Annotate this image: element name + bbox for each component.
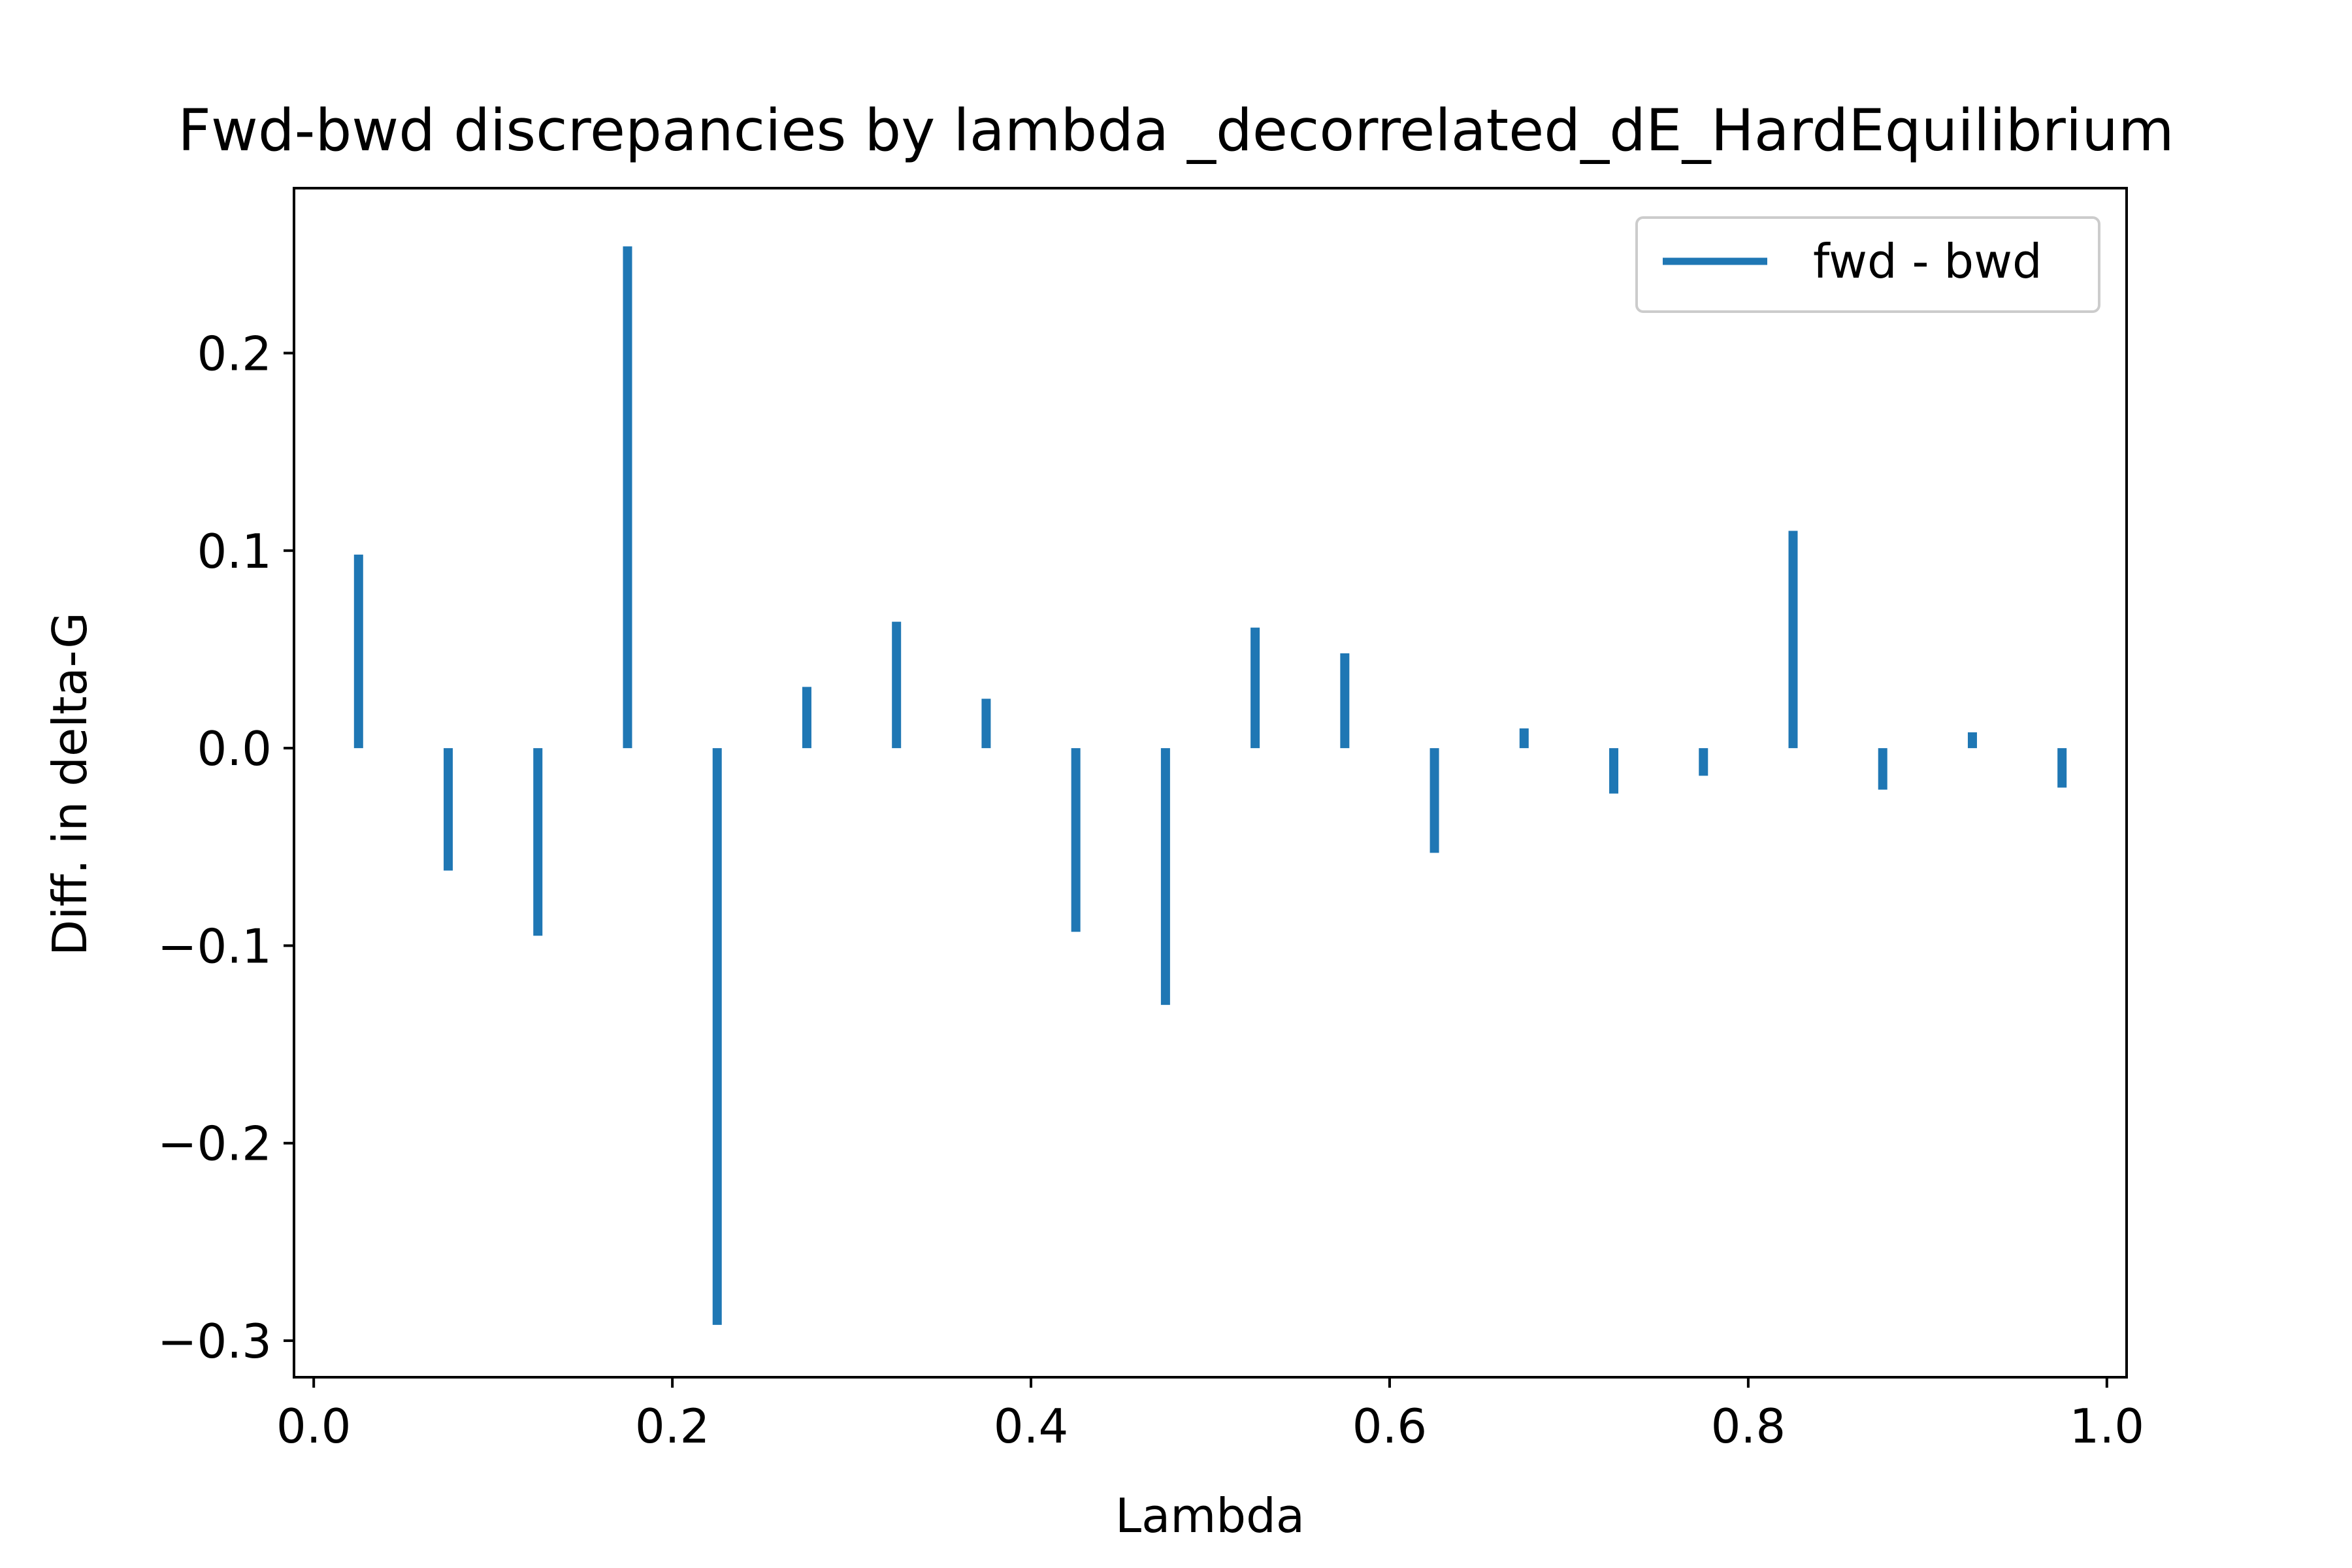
y-axis: −0.3 −0.2 −0.1 0.0 0.1 0.2 xyxy=(157,326,294,1369)
bars-layer xyxy=(353,246,2067,1325)
x-tick-label: 0.6 xyxy=(1352,1399,1428,1454)
legend: fwd - bwd xyxy=(1635,216,2100,313)
y-tick-label: 0.1 xyxy=(197,524,272,579)
chart-title: Fwd-bwd discrepancies by lambda _decorre… xyxy=(178,97,2174,164)
x-tick-label: 0.8 xyxy=(1711,1399,1786,1454)
y-axis-label: Diff. in delta-G xyxy=(42,612,97,956)
y-tick-label: −0.2 xyxy=(157,1117,272,1171)
y-tick-label: 0.0 xyxy=(197,721,272,776)
y-tick-label: −0.3 xyxy=(157,1314,272,1369)
x-axis-label: Lambda xyxy=(1115,1488,1305,1543)
legend-box xyxy=(1635,216,2100,313)
plot-frame xyxy=(293,187,2128,1379)
x-tick-label: 0.2 xyxy=(635,1399,710,1454)
x-axis: 0.0 0.2 0.4 0.6 0.8 1.0 xyxy=(276,1377,2144,1454)
x-tick-label: 0.0 xyxy=(276,1399,351,1454)
x-tick-label: 1.0 xyxy=(2070,1399,2145,1454)
y-tick-label: 0.2 xyxy=(197,326,272,381)
y-tick-label: −0.1 xyxy=(157,919,272,973)
x-tick-label: 0.4 xyxy=(994,1399,1069,1454)
legend-label: fwd - bwd xyxy=(1813,234,2042,289)
